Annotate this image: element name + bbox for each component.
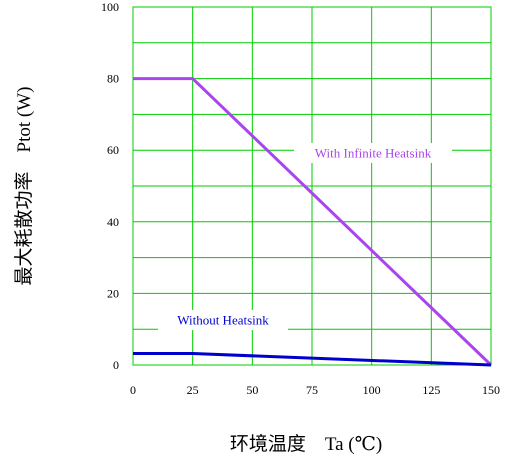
x-tick-label: 100	[363, 383, 381, 397]
chart-series	[133, 77, 493, 367]
x-tick-label: 125	[422, 383, 440, 397]
x-tick-label: 0	[130, 383, 136, 397]
y-tick-label: 100	[101, 0, 119, 14]
x-tick-label: 150	[482, 383, 500, 397]
y-tick-label: 0	[113, 358, 119, 372]
chart-tick-labels: 0 20 40 60 80 100 0 25 50 75 100 125 150	[101, 0, 500, 397]
series-line-with-infinite-heatsink	[133, 77, 493, 367]
series-label-with-infinite-heatsink: With Infinite Heatsink	[315, 146, 432, 161]
x-tick-label: 50	[246, 383, 258, 397]
chart-series-labels: With Infinite Heatsink Without Heatsink	[158, 143, 452, 330]
y-tick-label: 60	[107, 143, 119, 157]
y-tick-label: 40	[107, 215, 119, 229]
series-line-without-heatsink	[133, 352, 492, 367]
y-axis-label: 最大耗散功率 Ptot (W)	[13, 87, 35, 286]
y-tick-label: 20	[107, 286, 119, 300]
x-tick-label: 75	[306, 383, 318, 397]
series-label-background	[294, 143, 452, 163]
series-label-without-heatsink: Without Heatsink	[177, 313, 269, 328]
series-label-background	[158, 310, 288, 330]
y-tick-label: 80	[107, 72, 119, 86]
x-axis-label: 环境温度 Ta (℃)	[230, 433, 382, 455]
x-tick-label: 25	[187, 383, 199, 397]
